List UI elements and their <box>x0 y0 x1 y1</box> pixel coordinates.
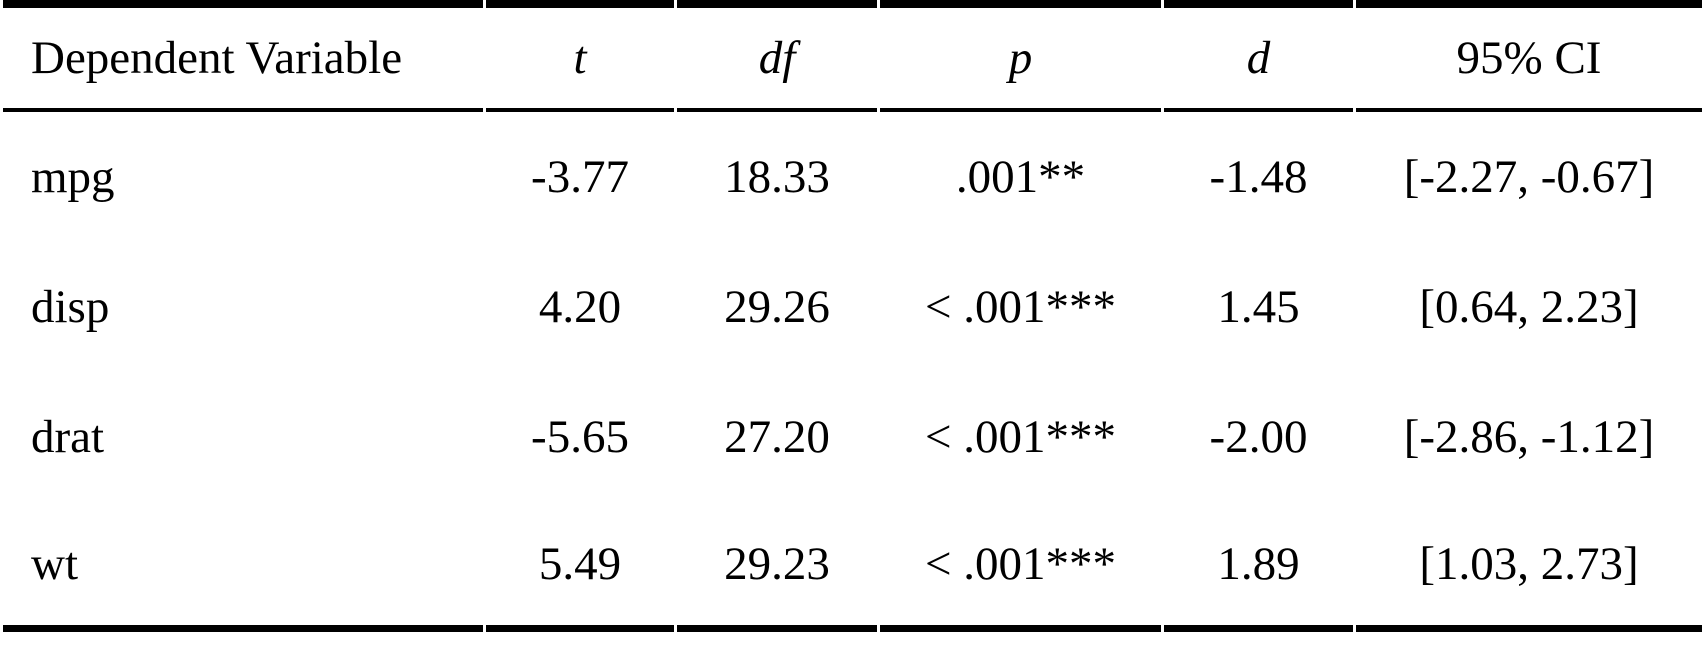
table-row-disp: disp 4.20 29.26 < .001*** 1.45 [0.64, 2.… <box>3 242 1702 372</box>
col-header-d: d <box>1164 0 1353 112</box>
table-row-wt: wt 5.49 29.23 < .001*** 1.89 [1.03, 2.73… <box>3 502 1702 632</box>
cell-p: .001** <box>955 151 1086 203</box>
cell-p: < .001*** <box>880 502 1161 632</box>
cell-ci: [1.03, 2.73] <box>1356 502 1702 632</box>
table-row-mpg: mpg -3.77 18.33 .001** -1.48 [-2.27, -0.… <box>3 112 1702 242</box>
col-header-t: t <box>486 0 674 112</box>
cell-ci: [-2.27, -0.67] <box>1403 151 1655 203</box>
cell-dv: disp <box>31 281 110 333</box>
cell-df: 27.20 <box>724 411 830 463</box>
col-header-p: p <box>880 0 1161 112</box>
cell-dv: wt <box>3 502 483 632</box>
cell-t: -3.77 <box>531 151 629 203</box>
cell-dv: drat <box>31 411 105 463</box>
col-header-dependent-variable: Dependent Variable <box>3 0 483 112</box>
cell-t: -5.65 <box>531 411 629 463</box>
cell-t: 5.49 <box>486 502 674 632</box>
cell-ci: [0.64, 2.23] <box>1419 281 1639 333</box>
cell-df: 18.33 <box>724 151 830 203</box>
cell-d: -2.00 <box>1209 411 1308 463</box>
cell-d: 1.45 <box>1217 281 1300 333</box>
cell-p: < .001*** <box>924 411 1116 463</box>
col-header-df: df <box>677 0 877 112</box>
cell-df: 29.23 <box>677 502 877 632</box>
cell-p: < .001*** <box>924 281 1116 333</box>
col-header-95-ci: 95% CI <box>1356 0 1702 112</box>
table-row-drat: drat -5.65 27.20 < .001*** -2.00 [-2.86,… <box>3 372 1702 502</box>
cell-dv: mpg <box>31 151 115 203</box>
cell-d: -1.48 <box>1209 151 1308 203</box>
table-header-row: Dependent Variable t df p d 95% CI <box>3 0 1702 112</box>
cell-df: 29.26 <box>724 281 830 333</box>
statistics-table: Dependent Variable t df p d 95% CI mpg -… <box>3 0 1702 632</box>
cell-t: 4.20 <box>538 281 622 333</box>
cell-d: 1.89 <box>1164 502 1353 632</box>
cell-ci: [-2.86, -1.12] <box>1403 411 1655 463</box>
